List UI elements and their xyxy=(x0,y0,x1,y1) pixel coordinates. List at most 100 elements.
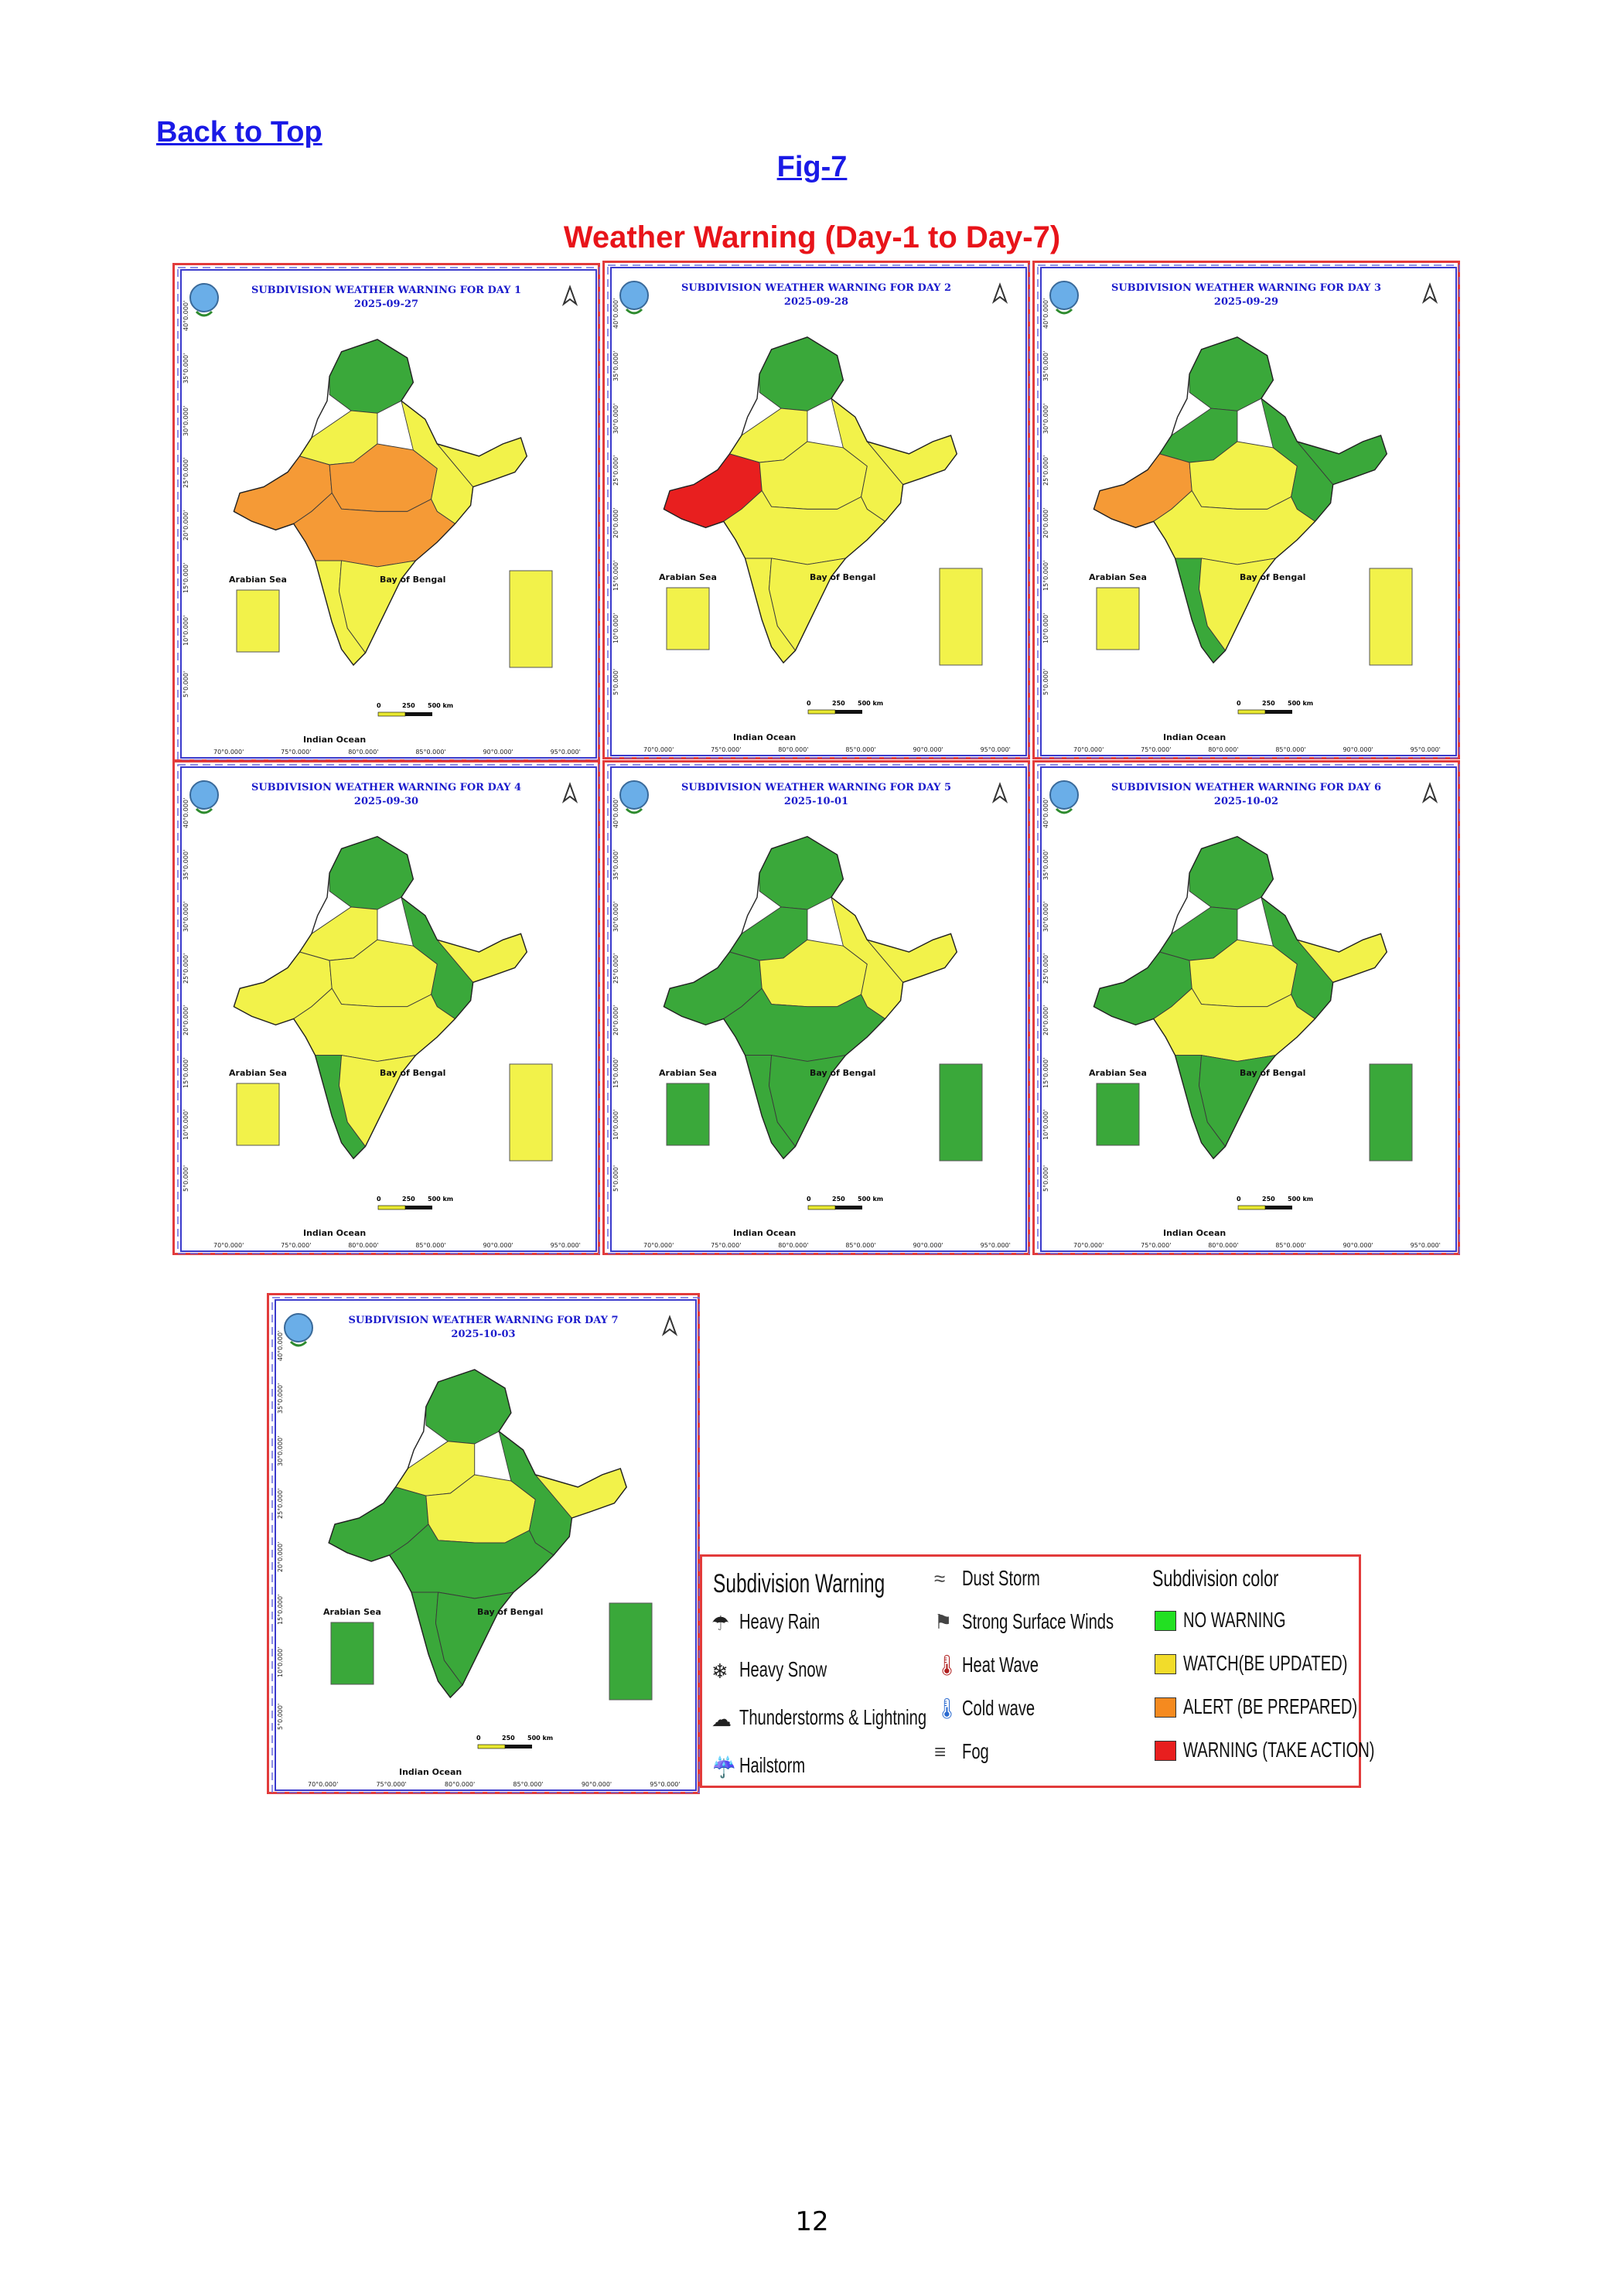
map-frame xyxy=(275,1299,697,1791)
lakshadweep-inset xyxy=(330,1622,374,1685)
latitude-label: 30°0.000' xyxy=(612,403,619,434)
imd-logo-wreath xyxy=(625,308,643,315)
arabian-sea-label: Arabian Sea xyxy=(659,1068,717,1078)
back-to-top-link[interactable]: Back to Top xyxy=(156,116,322,148)
latitude-label: 20°0.000' xyxy=(1042,507,1049,539)
north-arrow-icon xyxy=(1421,282,1438,304)
longitude-label: 75°0.000' xyxy=(1141,746,1172,753)
subdivision-north xyxy=(1189,336,1274,411)
scale-label: 250 xyxy=(502,1735,515,1742)
map-title: SUBDIVISION WEATHER WARNING FOR DAY 5 202… xyxy=(605,781,1028,809)
map-graphic xyxy=(607,264,1030,759)
bay-of-bengal-label: Bay of Bengal xyxy=(810,1068,876,1078)
andaman-inset xyxy=(509,570,553,668)
latitude-label: 30°0.000' xyxy=(183,405,189,436)
longitude-label: 95°0.000' xyxy=(1410,746,1441,753)
legend-color-heading: Subdivision color xyxy=(1152,1566,1279,1592)
longitude-label: 85°0.000' xyxy=(1275,746,1306,753)
imd-logo-wreath xyxy=(289,1340,308,1347)
latitude-label: 40°0.000' xyxy=(183,797,189,828)
latitude-label: 40°0.000' xyxy=(277,1330,284,1361)
imd-logo-wreath xyxy=(195,310,213,317)
latitude-label: 20°0.000' xyxy=(183,1005,189,1036)
arabian-sea-label: Arabian Sea xyxy=(229,575,287,585)
andaman-inset xyxy=(609,1602,653,1701)
longitude-label: 85°0.000' xyxy=(415,749,446,756)
longitude-label: 95°0.000' xyxy=(980,746,1011,753)
indian-ocean-label: Indian Ocean xyxy=(733,732,797,742)
legend-warning-label: Hailstorm xyxy=(739,1753,806,1777)
hailstorm-icon: ☔ xyxy=(711,1755,737,1779)
subdivision-north xyxy=(425,1369,512,1445)
scale-label: 500 km xyxy=(858,700,884,707)
imd-logo-wreath xyxy=(1055,807,1073,814)
latitude-label: 35°0.000' xyxy=(1042,849,1049,881)
subdivision-north xyxy=(759,336,844,411)
map-title-text: SUBDIVISION WEATHER WARNING FOR DAY 4 xyxy=(251,782,522,793)
longitude-label: 80°0.000' xyxy=(778,746,809,753)
scale-bar-segment xyxy=(835,1206,862,1209)
latitude-label: 30°0.000' xyxy=(1042,901,1049,933)
warning-map-day-2: SUBDIVISION WEATHER WARNING FOR DAY 2 202… xyxy=(602,261,1030,759)
latitude-label: 35°0.000' xyxy=(183,353,189,384)
thunderstorm-icon: ☁ xyxy=(711,1708,732,1731)
scale-bar-segment xyxy=(1265,1206,1292,1209)
map-title: SUBDIVISION WEATHER WARNING FOR DAY 1 202… xyxy=(175,284,598,312)
andaman-inset xyxy=(509,1063,553,1162)
latitude-label: 30°0.000' xyxy=(277,1436,284,1467)
dust-storm-icon: ≈ xyxy=(934,1567,946,1590)
indian-ocean-label: Indian Ocean xyxy=(733,1228,797,1238)
imd-logo xyxy=(619,281,649,310)
longitude-label: 75°0.000' xyxy=(281,1242,312,1249)
scale-bar-segment xyxy=(477,1744,506,1749)
scale-label: 500 km xyxy=(858,1196,884,1203)
map-date: 2025-09-29 xyxy=(1213,296,1279,308)
legend-color-label: NO WARNING xyxy=(1183,1608,1286,1632)
lakshadweep-inset xyxy=(236,589,280,653)
latitude-label: 20°0.000' xyxy=(612,507,619,539)
latitude-label: 10°0.000' xyxy=(183,1109,189,1140)
warning-map-day-5: SUBDIVISION WEATHER WARNING FOR DAY 5 202… xyxy=(602,760,1030,1255)
longitude-label: 95°0.000' xyxy=(1410,1242,1441,1249)
map-title: SUBDIVISION WEATHER WARNING FOR DAY 7 202… xyxy=(269,1314,698,1342)
map-date: 2025-09-30 xyxy=(353,796,419,807)
longitude-label: 85°0.000' xyxy=(845,746,876,753)
imd-logo xyxy=(1049,281,1079,310)
longitude-label: 70°0.000' xyxy=(1073,746,1104,753)
map-graphic xyxy=(271,1297,700,1793)
latitude-label: 10°0.000' xyxy=(612,1109,619,1140)
map-date: 2025-09-28 xyxy=(783,296,849,308)
subdivision-north xyxy=(329,339,414,414)
north-arrow-icon xyxy=(991,782,1008,803)
scale-label: 0 xyxy=(807,700,811,707)
scale-bar-segment xyxy=(377,711,406,717)
scale-label: 250 xyxy=(832,1196,845,1203)
latitude-label: 5°0.000' xyxy=(183,671,189,698)
warning-map-day-3: SUBDIVISION WEATHER WARNING FOR DAY 3 202… xyxy=(1032,261,1460,759)
north-arrow-icon xyxy=(561,782,578,803)
imd-logo-wreath xyxy=(625,807,643,814)
longitude-label: 90°0.000' xyxy=(913,1242,943,1249)
india-outline xyxy=(233,835,528,1160)
page-number: 12 xyxy=(795,2206,829,2237)
longitude-label: 80°0.000' xyxy=(444,1781,476,1788)
arabian-sea-label: Arabian Sea xyxy=(1089,1068,1147,1078)
heavy-snow-icon: ❄ xyxy=(711,1660,728,1683)
longitude-label: 75°0.000' xyxy=(1141,1242,1172,1249)
longitude-label: 80°0.000' xyxy=(348,1242,379,1249)
latitude-label: 25°0.000' xyxy=(183,954,189,984)
scale-label: 500 km xyxy=(1288,1196,1314,1203)
longitude-label: 85°0.000' xyxy=(513,1781,544,1788)
scale-label: 0 xyxy=(377,702,381,709)
map-frame xyxy=(610,766,1027,1252)
scale-bar-segment xyxy=(835,710,862,714)
latitude-label: 35°0.000' xyxy=(277,1383,284,1414)
bay-of-bengal-label: Bay of Bengal xyxy=(810,572,876,582)
page-title: Weather Warning (Day-1 to Day-7) xyxy=(563,220,1061,254)
latitude-label: 15°0.000' xyxy=(1042,1057,1049,1088)
map-title-text: SUBDIVISION WEATHER WARNING FOR DAY 7 xyxy=(348,1315,619,1326)
longitude-label: 70°0.000' xyxy=(213,1242,244,1249)
map-date: 2025-09-27 xyxy=(353,299,419,310)
longitude-label: 70°0.000' xyxy=(308,1781,339,1788)
indian-ocean-label: Indian Ocean xyxy=(1163,732,1227,742)
